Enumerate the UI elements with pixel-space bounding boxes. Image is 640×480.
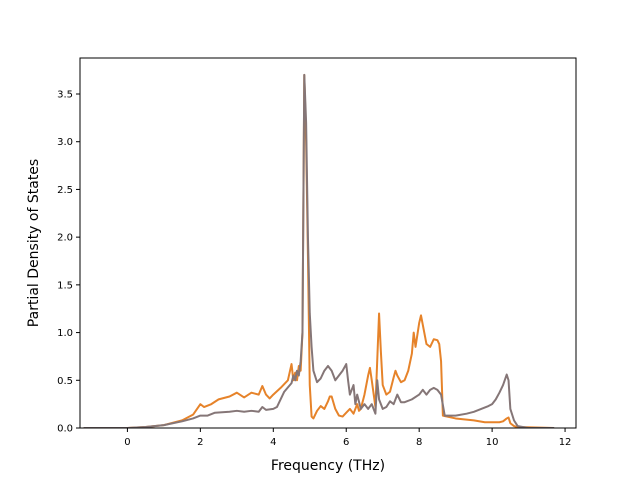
y-tick-label: 2.5 (57, 185, 73, 196)
y-tick-label: 3.0 (57, 137, 73, 148)
y-tick-label: 1.0 (57, 328, 73, 339)
series-layer (83, 73, 555, 428)
x-tick-label: 6 (343, 437, 349, 448)
plot-area (80, 58, 576, 428)
x-tick-label: 10 (486, 437, 499, 448)
x-tick-label: 4 (270, 437, 276, 448)
y-axis-label: Partial Density of States (26, 159, 42, 327)
x-tick-label: 2 (197, 437, 203, 448)
x-tick-label: 12 (559, 437, 572, 448)
y-tick-label: 2.0 (57, 233, 73, 244)
x-axis-ticks: 0 2 4 6 8 10 12 (124, 428, 571, 448)
y-tick-label: 1.5 (57, 280, 73, 291)
x-axis-label: Frequency (THz) (271, 458, 385, 474)
x-tick-label: 0 (124, 437, 130, 448)
y-tick-label: 0.0 (57, 424, 73, 435)
plot-frame (79, 57, 577, 429)
y-axis-ticks: 0.0 0.5 1.0 1.5 2.0 2.5 3.0 3.5 (57, 90, 80, 435)
series-line-2 (83, 73, 555, 428)
y-tick-label: 3.5 (57, 90, 73, 101)
y-tick-label: 0.5 (57, 376, 73, 387)
series-line-1 (83, 73, 555, 428)
x-tick-label: 8 (416, 437, 422, 448)
